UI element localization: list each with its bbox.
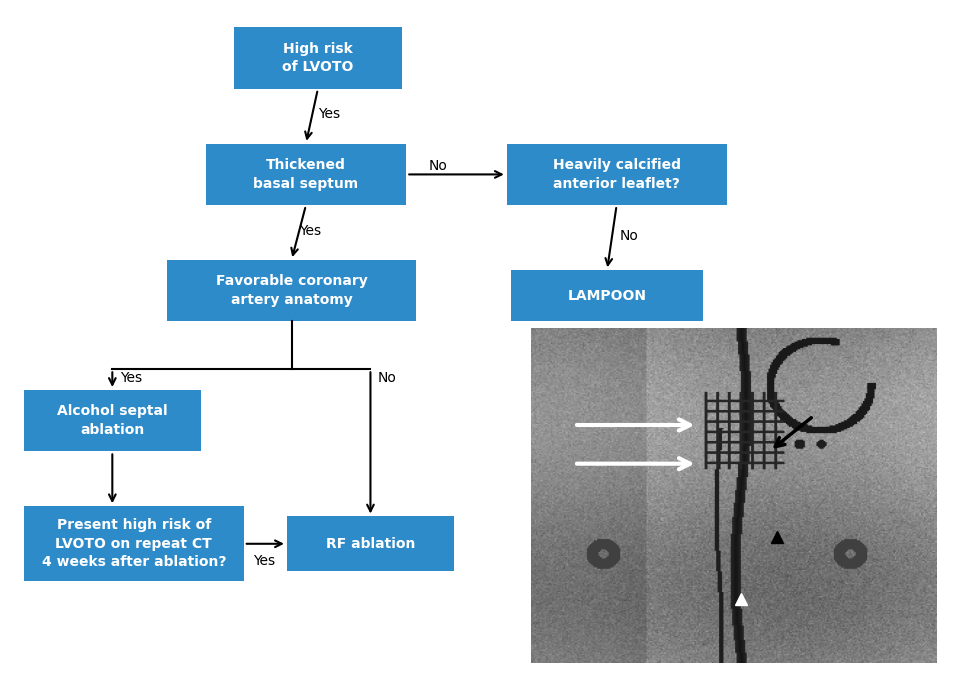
- Text: RF ablation: RF ablation: [326, 537, 415, 551]
- Text: Yes: Yes: [253, 554, 275, 568]
- Text: No: No: [378, 371, 397, 384]
- Text: Alcohol septal
ablation: Alcohol septal ablation: [57, 404, 167, 437]
- Text: No: No: [619, 229, 639, 243]
- FancyBboxPatch shape: [24, 506, 244, 581]
- Text: LAMPOON: LAMPOON: [568, 289, 646, 303]
- FancyBboxPatch shape: [234, 27, 402, 89]
- FancyBboxPatch shape: [507, 144, 727, 205]
- Text: Yes: Yes: [318, 107, 340, 121]
- FancyBboxPatch shape: [24, 390, 201, 451]
- Text: Heavily calcified
anterior leaflet?: Heavily calcified anterior leaflet?: [553, 158, 681, 191]
- Text: Thickened
basal septum: Thickened basal septum: [253, 158, 358, 191]
- FancyBboxPatch shape: [287, 516, 454, 571]
- FancyBboxPatch shape: [511, 270, 703, 321]
- Text: High risk
of LVOTO: High risk of LVOTO: [282, 42, 354, 75]
- Text: Present high risk of
LVOTO on repeat CT
4 weeks after ablation?: Present high risk of LVOTO on repeat CT …: [42, 518, 226, 569]
- Text: Favorable coronary
artery anatomy: Favorable coronary artery anatomy: [216, 274, 367, 307]
- Text: Yes: Yes: [120, 371, 142, 384]
- Text: Yes: Yes: [299, 224, 321, 237]
- Text: No: No: [428, 159, 447, 172]
- FancyBboxPatch shape: [206, 144, 406, 205]
- FancyBboxPatch shape: [167, 260, 416, 321]
